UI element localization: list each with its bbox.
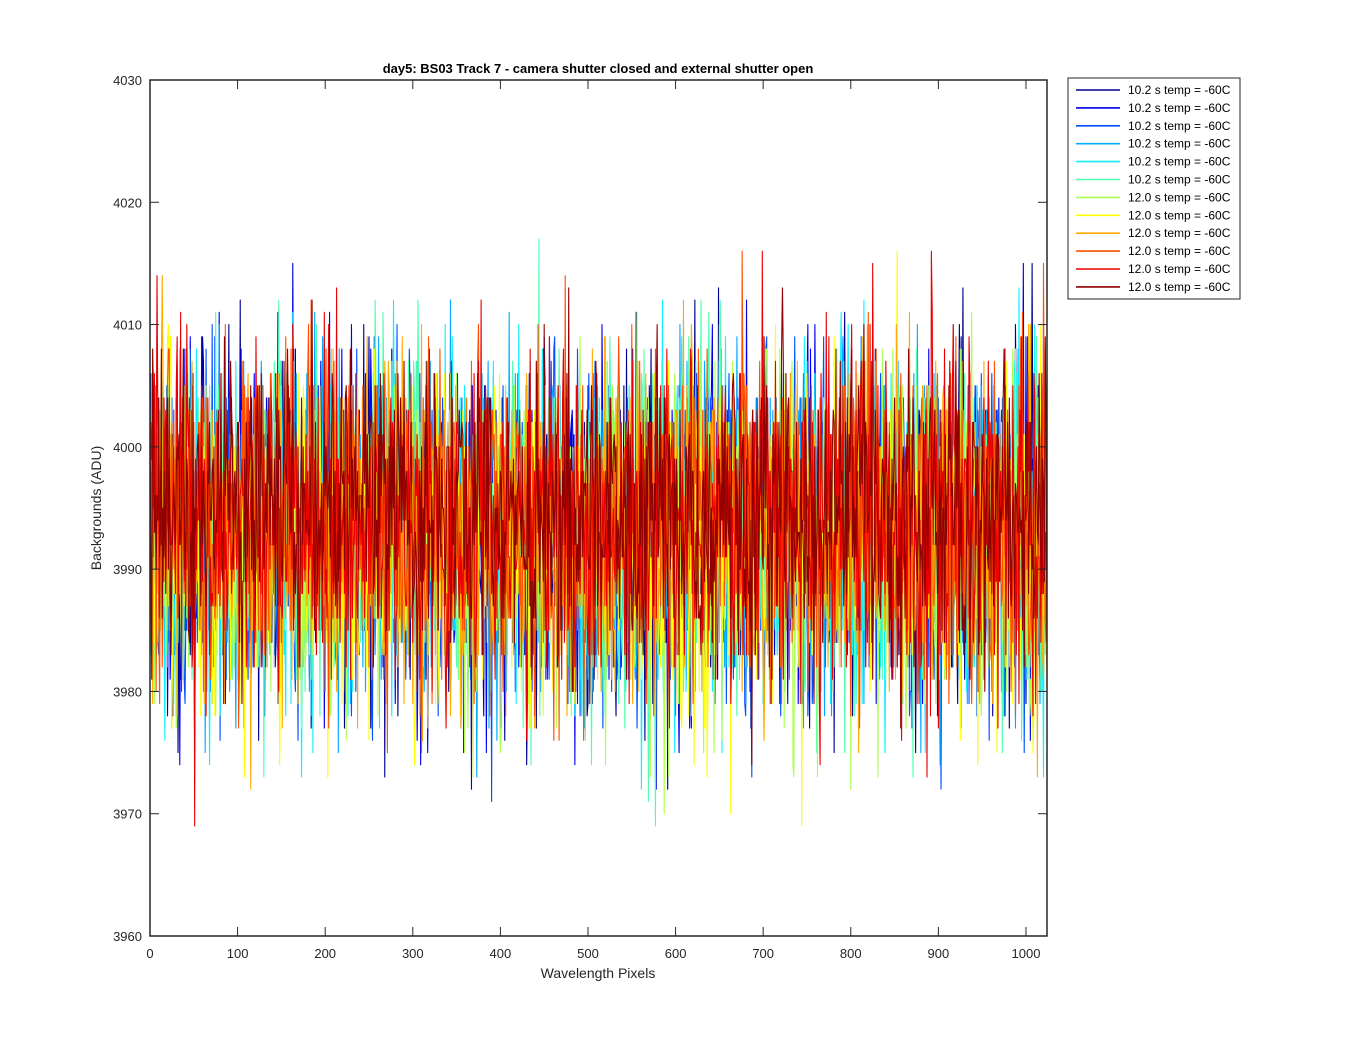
legend-box [1067, 77, 1241, 300]
y-tick-label: 3960 [113, 929, 142, 944]
x-tick-label: 500 [577, 946, 599, 961]
x-tick-label: 400 [490, 946, 512, 961]
y-axis-label: Backgrounds (ADU) [88, 446, 104, 571]
legend-label-2: 10.2 s temp = -60C [1128, 101, 1231, 115]
plot-area [150, 238, 1047, 827]
y-tick-label: 4020 [113, 195, 142, 210]
legend-label-4: 10.2 s temp = -60C [1128, 137, 1231, 151]
y-tick-label: 4000 [113, 440, 142, 455]
legend-label-8: 12.0 s temp = -60C [1128, 208, 1231, 222]
y-tick-label: 4010 [113, 318, 142, 333]
legend-label-10: 12.0 s temp = -60C [1128, 244, 1231, 258]
legend-label-3: 10.2 s temp = -60C [1128, 119, 1231, 133]
y-tick-label: 3990 [113, 562, 142, 577]
y-tick-label: 3970 [113, 807, 142, 822]
x-tick-label: 900 [928, 946, 950, 961]
legend-label-9: 12.0 s temp = -60C [1128, 226, 1231, 240]
legend-label-11: 12.0 s temp = -60C [1128, 262, 1231, 276]
x-tick-label: 700 [752, 946, 774, 961]
legend-label-5: 10.2 s temp = -60C [1128, 155, 1231, 169]
x-tick-label: 1000 [1012, 946, 1041, 961]
y-tick-label: 3980 [113, 684, 142, 699]
legend-label-1: 10.2 s temp = -60C [1128, 83, 1231, 97]
series-line-12 [150, 287, 1047, 766]
y-axis: 3960 3970 3980 3990 4000 4010 4020 4030 [113, 73, 1047, 944]
legend-label-12: 12.0 s temp = -60C [1128, 280, 1231, 294]
x-tick-label: 0 [146, 946, 153, 961]
x-axis: 0 100 200 300 400 500 600 700 800 900 1000 [146, 80, 1040, 961]
legend-label-6: 10.2 s temp = -60C [1128, 173, 1231, 187]
legend: 10.2 s temp = -60C 10.2 s temp = -60C 10.2… [1067, 77, 1241, 300]
y-tick-label: 4030 [113, 73, 142, 88]
x-tick-label: 800 [840, 946, 862, 961]
chart-title: day5: BS03 Track 7 - camera shutter clos… [383, 61, 814, 76]
axes-box [149, 79, 1048, 937]
x-tick-label: 100 [227, 946, 249, 961]
legend-label-7: 12.0 s temp = -60C [1128, 190, 1231, 204]
x-tick-label: 600 [665, 946, 687, 961]
x-tick-label: 200 [314, 946, 336, 961]
x-tick-label: 300 [402, 946, 424, 961]
x-axis-label: Wavelength Pixels [541, 965, 656, 981]
